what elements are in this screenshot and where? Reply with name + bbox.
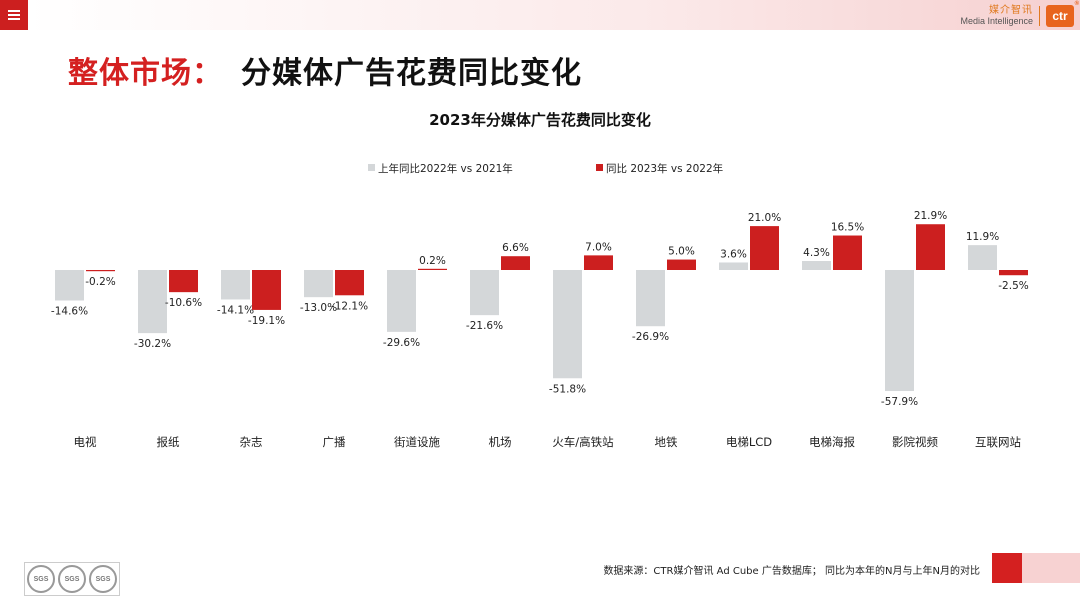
page-title-sub: 分媒体广告花费同比变化 xyxy=(241,56,582,91)
data-label: 4.3% xyxy=(803,247,830,259)
category-label: 互联网站 xyxy=(975,435,1021,449)
bar xyxy=(335,270,364,296)
data-label: -29.6% xyxy=(383,337,420,349)
data-label: 3.6% xyxy=(720,248,747,260)
data-label: 6.6% xyxy=(502,242,529,254)
bar xyxy=(916,224,945,270)
data-label: -19.1% xyxy=(248,315,285,327)
bar xyxy=(221,270,250,300)
certification-badge-icon: SGS xyxy=(58,565,86,593)
category-label: 影院视频 xyxy=(892,435,938,449)
bar xyxy=(750,226,779,270)
data-label: 21.9% xyxy=(914,210,947,222)
data-label: -14.1% xyxy=(217,304,254,316)
brand-name-en: Media Intelligence xyxy=(960,16,1033,26)
bar xyxy=(636,270,665,327)
category-label: 电视 xyxy=(74,435,97,449)
legend-label: 同比 2023年 vs 2022年 xyxy=(606,162,723,175)
data-label: 5.0% xyxy=(668,246,695,258)
data-label: -30.2% xyxy=(134,338,171,350)
bar xyxy=(968,245,997,270)
category-label: 火车/高铁站 xyxy=(552,435,614,449)
data-label: -26.9% xyxy=(632,331,669,343)
data-label: -13.0% xyxy=(300,302,337,314)
bar xyxy=(501,256,530,270)
data-label: 11.9% xyxy=(966,231,999,243)
data-label: 16.5% xyxy=(831,222,864,234)
bar xyxy=(169,270,198,293)
page-title-main: 整体市场： xyxy=(68,56,223,91)
bar xyxy=(667,259,696,270)
data-label: -21.6% xyxy=(466,320,503,332)
brand-logo-text: ctr xyxy=(1052,9,1068,23)
bar xyxy=(719,262,748,270)
data-label: 7.0% xyxy=(585,241,612,253)
bar xyxy=(999,270,1028,276)
footer-band xyxy=(992,553,1080,583)
bar xyxy=(584,255,613,270)
bar xyxy=(802,261,831,270)
registered-mark: ® xyxy=(1074,1,1079,7)
bar xyxy=(387,270,416,332)
data-label: 21.0% xyxy=(748,212,781,224)
category-label: 报纸 xyxy=(157,435,180,449)
data-label: -2.5% xyxy=(998,280,1028,292)
category-label: 电梯LCD xyxy=(726,435,772,449)
legend-label: 上年同比2022年 vs 2021年 xyxy=(378,162,513,175)
bar xyxy=(138,270,167,334)
bar xyxy=(833,235,862,270)
data-label: -10.6% xyxy=(165,297,202,309)
data-label: -14.6% xyxy=(51,306,88,318)
certification-badge-icon: SGS xyxy=(27,565,55,593)
bar xyxy=(304,270,333,298)
data-label: 0.2% xyxy=(419,255,446,267)
chart-title: 2023年分媒体广告花费同比变化 xyxy=(429,111,651,129)
bar xyxy=(885,270,914,392)
category-label: 电梯海报 xyxy=(809,435,855,449)
certification-badge-icon: SGS xyxy=(89,565,117,593)
brand-name-cn: 媒介智讯 xyxy=(989,5,1033,16)
data-source-note: 数据来源：CTR媒介智讯 Ad Cube 广告数据库； 同比为本年的N月与上年N… xyxy=(603,566,980,577)
legend-swatch xyxy=(596,164,603,171)
ctr-logo-icon: ctr ® xyxy=(1046,1,1079,27)
brand-divider xyxy=(1039,6,1040,26)
bar xyxy=(418,268,447,270)
category-label: 地铁 xyxy=(655,435,678,449)
bar xyxy=(55,270,84,301)
certification-badges: SGS SGS SGS xyxy=(24,562,120,596)
data-label: -51.8% xyxy=(549,383,586,395)
hamburger-icon xyxy=(8,10,20,20)
bar xyxy=(252,270,281,310)
brand-logo-block: 媒介智讯 Media Intelligence ctr ® xyxy=(960,1,1079,28)
category-label: 机场 xyxy=(489,435,512,449)
page-title: 整体市场： 分媒体广告花费同比变化 xyxy=(68,48,582,92)
data-label: -57.9% xyxy=(881,396,918,408)
top-band xyxy=(28,0,1080,30)
data-label: -12.1% xyxy=(331,300,368,312)
menu-button[interactable] xyxy=(0,0,28,30)
data-label: -0.2% xyxy=(85,276,115,288)
category-label: 街道设施 xyxy=(394,435,440,449)
bar xyxy=(553,270,582,379)
category-label: 广播 xyxy=(323,435,346,449)
bar xyxy=(86,270,115,272)
legend-swatch xyxy=(368,164,375,171)
bar xyxy=(470,270,499,316)
category-label: 杂志 xyxy=(240,435,263,449)
